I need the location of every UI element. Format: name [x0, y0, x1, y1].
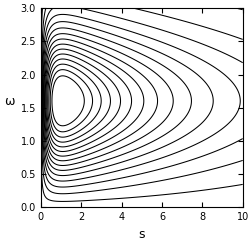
X-axis label: s: s [138, 228, 144, 241]
Y-axis label: ω: ω [4, 95, 15, 108]
